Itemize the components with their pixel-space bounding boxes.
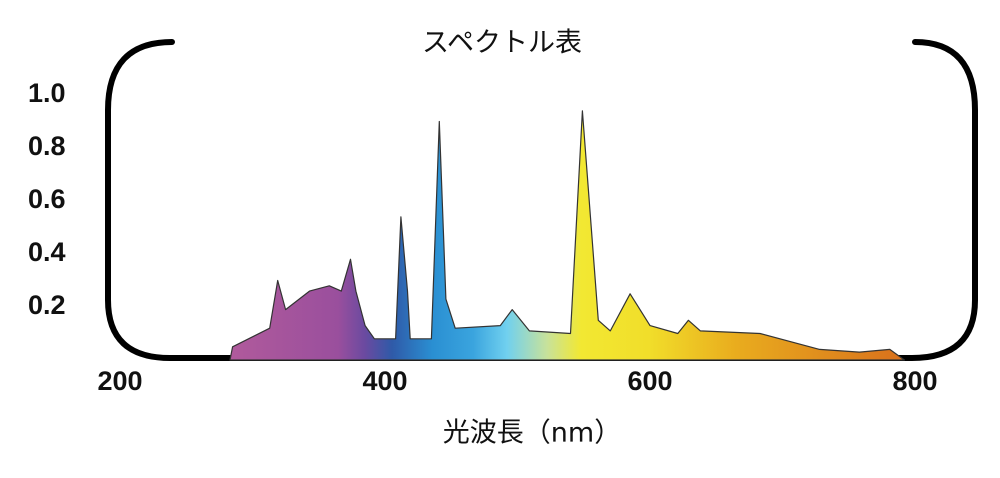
plot [229, 110, 905, 361]
y-tick-label: 1.0 [28, 78, 66, 108]
x-axis-label: 光波長（nm） [443, 418, 621, 449]
x-tick-label: 400 [362, 366, 407, 396]
frame [105, 39, 978, 361]
y-tick-label: 0.6 [28, 184, 66, 214]
x-tick-label: 600 [627, 366, 672, 396]
y-tick-label: 0.8 [28, 131, 66, 161]
y-tick-label: 0.2 [28, 290, 66, 320]
x-tick-label: 200 [97, 366, 142, 396]
y-tick-label: 0.4 [28, 237, 66, 267]
chart-title: スペクトル表 [422, 28, 582, 59]
spectrum-area [229, 110, 905, 361]
x-tick-label: 800 [892, 366, 937, 396]
